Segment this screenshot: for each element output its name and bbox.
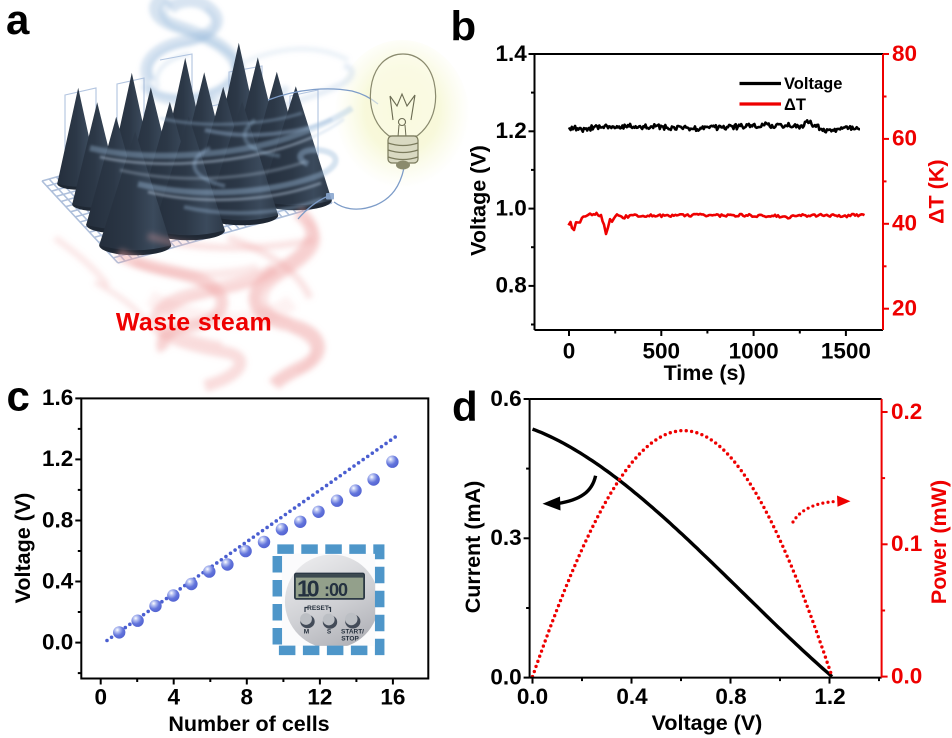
svg-text:Current (mA): Current (mA)	[461, 481, 485, 614]
svg-text:0.0: 0.0	[490, 664, 521, 689]
svg-text:0.6: 0.6	[490, 386, 521, 411]
svg-text:Voltage (V): Voltage (V)	[467, 145, 491, 256]
svg-text:1.4: 1.4	[496, 41, 528, 66]
svg-text:Power (mW): Power (mW)	[927, 480, 951, 604]
svg-text:ΔT: ΔT	[784, 96, 806, 114]
svg-text:20: 20	[892, 296, 917, 321]
svg-text:0.8: 0.8	[715, 684, 746, 709]
svg-text:Voltage: Voltage	[784, 75, 842, 93]
svg-text:ΔT (K): ΔT (K)	[925, 159, 949, 223]
svg-text:80: 80	[892, 41, 917, 66]
svg-text:START/: START/	[341, 629, 364, 636]
svg-text:0.4: 0.4	[42, 568, 74, 593]
svg-text:16: 16	[380, 684, 405, 709]
svg-text:c: c	[7, 372, 30, 419]
svg-text:0.8: 0.8	[496, 273, 527, 298]
svg-text:1500: 1500	[821, 338, 871, 363]
svg-text:0.0: 0.0	[891, 663, 922, 688]
svg-text:0.0: 0.0	[42, 629, 73, 654]
svg-text:0.3: 0.3	[490, 525, 521, 550]
svg-text:d: d	[452, 383, 478, 430]
svg-text:RESET: RESET	[307, 605, 329, 612]
svg-text:1.2: 1.2	[42, 446, 73, 471]
svg-text:S: S	[327, 629, 332, 636]
svg-text:500: 500	[643, 338, 681, 363]
svg-text:Number of cells: Number of cells	[168, 712, 329, 736]
svg-text:0.0: 0.0	[517, 684, 548, 709]
svg-text:M: M	[304, 629, 309, 636]
svg-text:Time (s): Time (s)	[664, 361, 746, 385]
svg-text:Waste steam: Waste steam	[116, 309, 272, 337]
svg-text:1000: 1000	[729, 338, 779, 363]
svg-text:0.2: 0.2	[891, 399, 922, 424]
svg-text:40: 40	[892, 211, 917, 236]
svg-text:10: 10	[297, 576, 319, 602]
svg-text:Voltage (V): Voltage (V)	[652, 711, 763, 735]
svg-text:4: 4	[167, 684, 180, 709]
svg-text:b: b	[451, 2, 477, 49]
svg-text:0.8: 0.8	[42, 507, 73, 532]
svg-text:0.1: 0.1	[891, 531, 922, 556]
svg-text:STOP: STOP	[341, 636, 359, 643]
svg-text:0.4: 0.4	[616, 684, 648, 709]
svg-text:1.2: 1.2	[496, 118, 527, 143]
svg-text::00: :00	[324, 580, 348, 600]
svg-text:0: 0	[94, 684, 107, 709]
svg-text:1.6: 1.6	[42, 385, 73, 410]
svg-text:12: 12	[307, 684, 332, 709]
svg-text:60: 60	[892, 126, 917, 151]
svg-text:a: a	[6, 0, 30, 43]
svg-text:1.2: 1.2	[814, 684, 845, 709]
svg-text:1.0: 1.0	[496, 195, 527, 220]
svg-text:0: 0	[563, 338, 576, 363]
svg-text:8: 8	[241, 684, 254, 709]
svg-text:Voltage (V): Voltage (V)	[11, 493, 35, 604]
